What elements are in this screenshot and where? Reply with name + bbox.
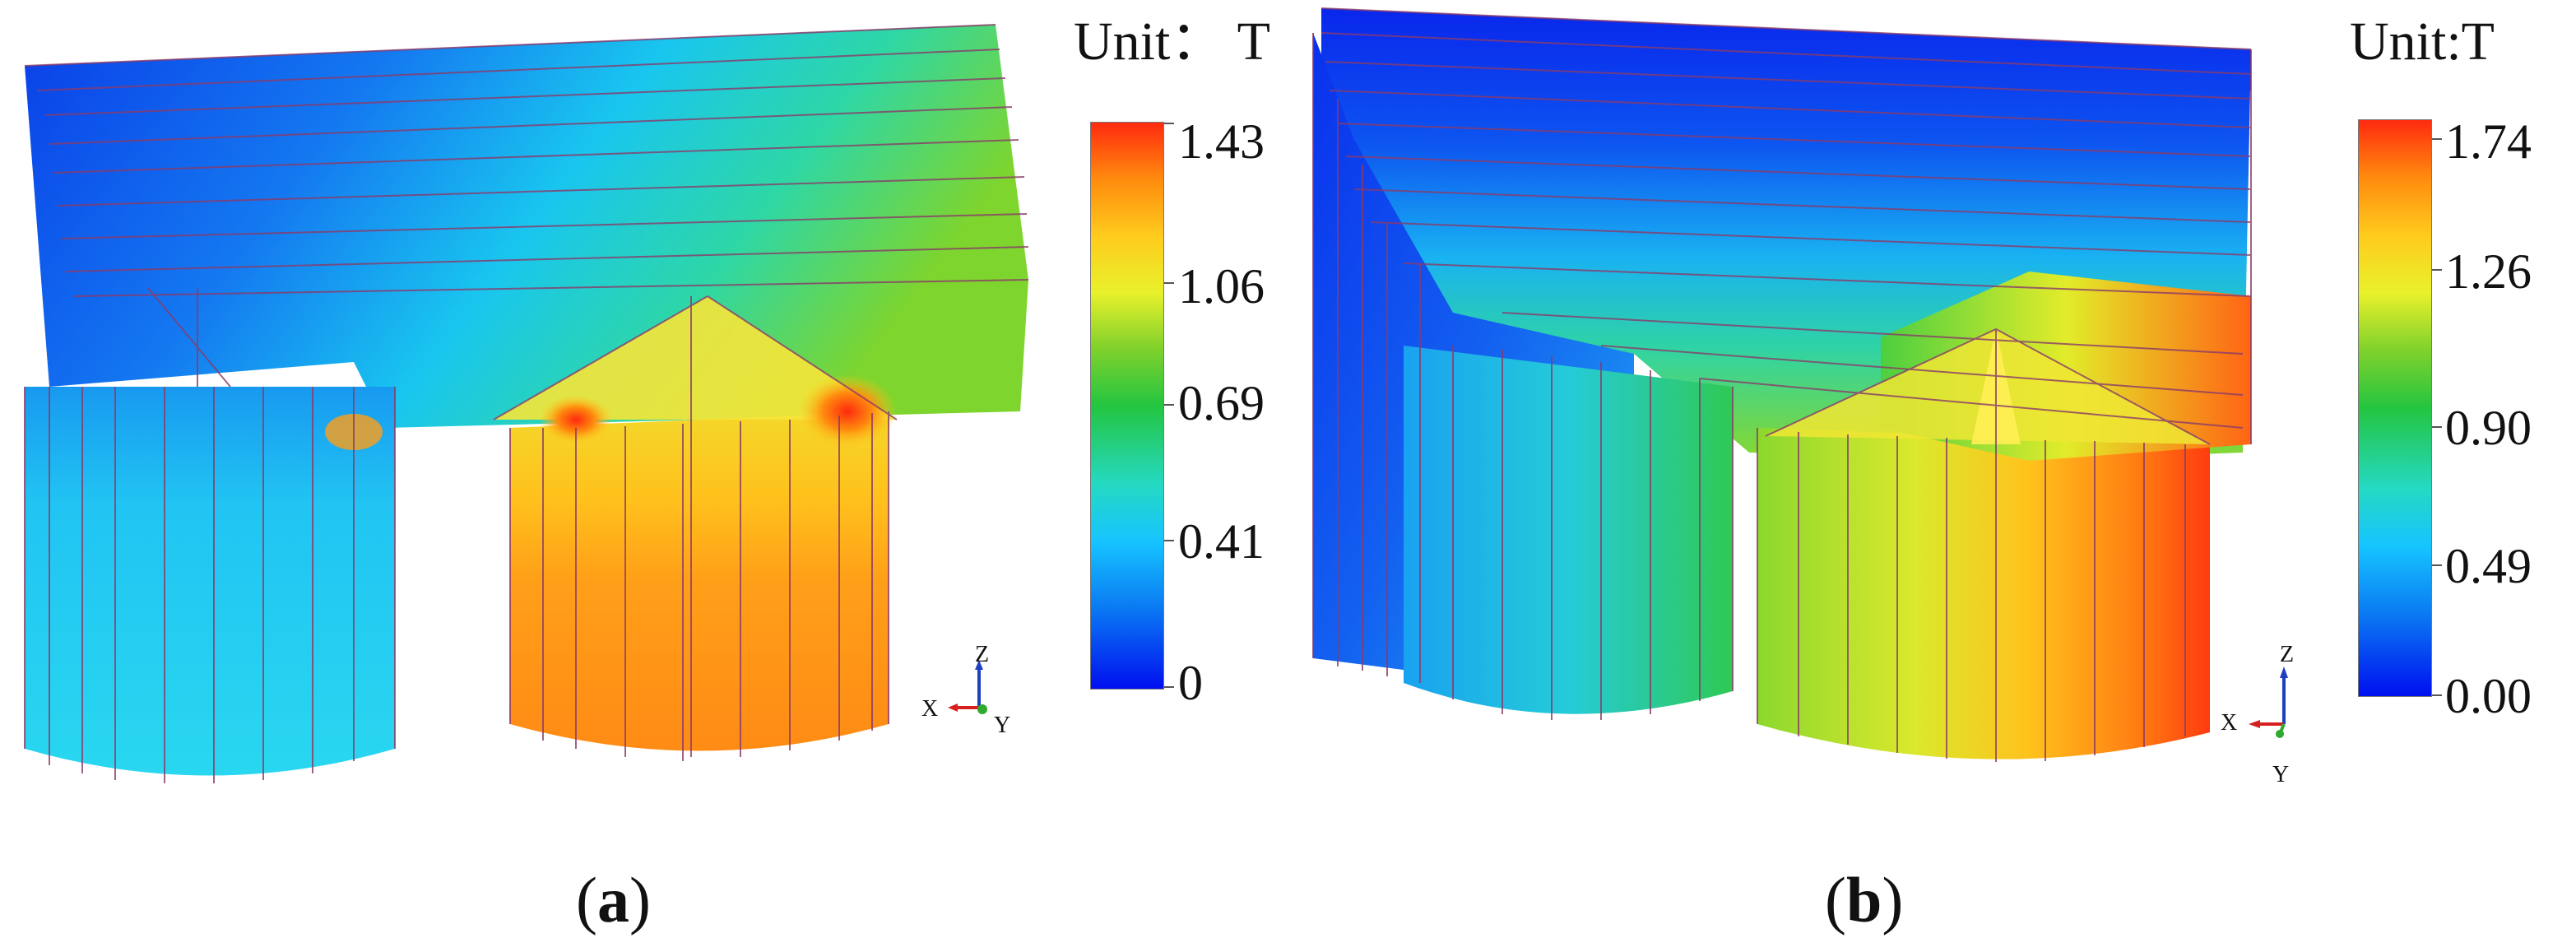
tick-mark [1164, 404, 1174, 406]
colorbar-tick: 0.69 [1178, 376, 1265, 430]
left-pole-a [25, 387, 395, 776]
caption-a: (a) [576, 864, 651, 936]
tick-mark [1164, 686, 1174, 688]
axis-label-x: X [921, 696, 939, 722]
axis-triad-icon [2249, 666, 2288, 738]
colorbar-tick: 1.26 [2445, 244, 2532, 299]
unit-title: Unit： T [1074, 12, 1270, 72]
magnetic-model-a [24, 24, 1029, 783]
axis-label-z: Z [2280, 642, 2295, 667]
tick-mark [2432, 694, 2442, 696]
axis-label-y: Y [2272, 762, 2290, 787]
colorbar-tick: 0.49 [2445, 539, 2532, 593]
colorbar-tick: 0.00 [2445, 669, 2532, 723]
axis-triad-icon [948, 660, 987, 714]
magnetic-model-b [1312, 7, 2252, 762]
tick-mark [2432, 138, 2442, 140]
colorbar-tick: 1.43 [1178, 114, 1265, 169]
right-pole-b [1757, 428, 2210, 759]
colorbar-tick: 0.41 [1178, 514, 1265, 569]
colorbar-tick: 0 [1178, 656, 1203, 710]
axis-label-y: Y [994, 713, 1011, 738]
colorbar-tick: 1.06 [1178, 259, 1265, 313]
colorbar-tick: 1.74 [2445, 114, 2532, 169]
panel-a: Unit： T 1.43 1.06 0.69 0.41 0 Z X Y (a) [24, 12, 1270, 936]
axis-label-x: X [2221, 710, 2238, 736]
right-pole-a [510, 411, 889, 751]
panel-b: Unit:T 1.74 1.26 0.90 0.49 0.00 Z X Y (b… [1288, 0, 2576, 952]
tick-mark [2432, 426, 2442, 428]
center-cap-a [494, 296, 897, 420]
colorbar-tick: 0.90 [2445, 401, 2532, 455]
caption-b: (b) [1825, 864, 1904, 936]
tick-mark [1164, 540, 1174, 541]
unit-title: Unit:T [2350, 12, 2495, 72]
tick-mark [2432, 269, 2442, 271]
tick-mark [1164, 123, 1174, 124]
colorbar [1090, 122, 1164, 690]
axis-label-z: Z [975, 642, 990, 667]
tick-mark [1164, 282, 1174, 284]
colorbar [2358, 119, 2432, 697]
tick-mark [2432, 564, 2442, 566]
